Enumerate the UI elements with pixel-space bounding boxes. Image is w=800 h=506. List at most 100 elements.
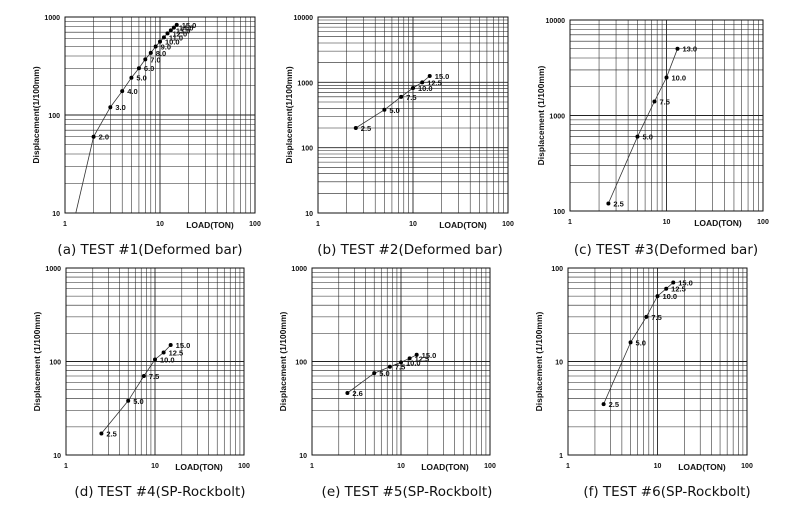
- x-tick-label: 10: [409, 221, 417, 228]
- data-label: 2.6: [352, 389, 362, 398]
- y-tick-label: 1: [559, 453, 563, 460]
- x-tick-label: 100: [249, 221, 261, 228]
- x-tick-label: 100: [502, 221, 514, 228]
- panel-caption: (a) TEST #1(Deformed bar): [57, 242, 242, 258]
- data-point: [671, 280, 676, 285]
- data-point: [136, 66, 141, 71]
- data-label: 2.5: [361, 124, 371, 133]
- x-tick-label: 1: [566, 463, 570, 470]
- data-point: [382, 107, 387, 112]
- data-point: [372, 371, 377, 376]
- data-point: [414, 352, 419, 357]
- data-label: 13.0: [682, 45, 697, 54]
- x-tick-label: 10: [156, 221, 164, 228]
- y-tick-label: 100: [295, 360, 307, 367]
- chart-panel-2: 1 10 10010100100010000LOAD(TON)Displacemen…: [284, 15, 514, 258]
- data-point: [120, 89, 125, 94]
- data-point: [141, 373, 146, 378]
- data-label: 7.5: [149, 372, 159, 381]
- data-label: 12.5: [415, 354, 430, 363]
- y-axis-label: Displacement (1/100mm): [32, 311, 42, 411]
- data-label: 11.0: [169, 33, 183, 42]
- x-tick-label: 1: [64, 463, 68, 470]
- data-label: 2.0: [99, 133, 109, 142]
- data-label: 9.0: [161, 43, 171, 52]
- data-point: [601, 402, 606, 407]
- data-point: [129, 75, 134, 80]
- data-point: [108, 105, 113, 110]
- x-tick-label: 10: [663, 219, 671, 226]
- data-point: [655, 294, 660, 299]
- y-tick-label: 1000: [44, 15, 60, 22]
- data-label: 4.0: [127, 87, 137, 96]
- data-point: [635, 134, 640, 139]
- data-point: [161, 35, 166, 40]
- data-label: 10.0: [663, 292, 678, 301]
- panel-caption: (c) TEST #3(Deformed bar): [574, 242, 758, 258]
- data-point: [399, 94, 404, 99]
- data-label: 5.0: [136, 74, 146, 83]
- data-point: [353, 125, 358, 130]
- data-label: 2.5: [613, 199, 623, 208]
- data-label: 15.0: [435, 72, 450, 81]
- data-label: 10.0: [160, 356, 175, 365]
- data-label: 5.0: [133, 397, 143, 406]
- chart-panel-1: 1 10 100101001000LOAD(TON)Displacement(1/1…: [31, 15, 261, 258]
- data-point: [174, 22, 179, 27]
- data-label: 12.5: [169, 348, 184, 357]
- data-point: [126, 398, 131, 403]
- x-tick-label: 100: [484, 463, 496, 470]
- data-label: 12.5: [427, 78, 442, 87]
- data-label: 7.5: [659, 98, 669, 107]
- data-point: [652, 99, 657, 104]
- data-label: 7.5: [651, 313, 661, 322]
- data-point: [399, 360, 403, 365]
- chart-panel-6: 1 10 100 1 10 100 LOAD(TON) Displacement (1/100…: [534, 266, 753, 500]
- data-point: [628, 340, 633, 345]
- data-point: [171, 25, 176, 30]
- data-point: [168, 28, 173, 33]
- data-point: [161, 350, 166, 355]
- y-tick-label: 10: [299, 453, 307, 460]
- data-label: 8.0: [156, 49, 166, 58]
- data-label: 5.0: [636, 338, 646, 347]
- y-tick-label: 10000: [546, 18, 566, 25]
- data-label: 12.0: [173, 29, 188, 38]
- data-point: [664, 286, 669, 291]
- y-axis-label: Displacement (1/100mm): [534, 311, 544, 411]
- panel-caption: (e) TEST #5(SP-Rockbolt): [322, 484, 493, 500]
- plot-frame: [569, 19, 764, 212]
- data-point: [411, 85, 415, 90]
- y-tick-label: 100: [49, 360, 61, 367]
- y-tick-label: 10: [555, 360, 563, 367]
- x-tick-label: 10: [654, 463, 662, 470]
- y-tick-label: 100: [48, 113, 60, 120]
- data-point: [606, 201, 611, 206]
- x-tick-label: 1: [310, 463, 314, 470]
- y-tick-label: 100: [551, 266, 563, 273]
- data-point: [427, 74, 432, 79]
- x-axis-label: LOAD(TON): [678, 462, 726, 472]
- data-point: [91, 134, 96, 139]
- grid: [311, 268, 490, 456]
- y-tick-label: 10000: [294, 15, 314, 22]
- data-label: 10.0: [406, 358, 421, 367]
- data-point: [407, 356, 412, 361]
- x-tick-label: 10: [151, 463, 159, 470]
- x-axis-label: LOAD(TON): [186, 220, 234, 230]
- data-point: [153, 44, 158, 49]
- panel-caption: (f) TEST #6(SP-Rockbolt): [583, 484, 750, 500]
- data-label: 7.0: [150, 55, 160, 64]
- data-label: 5.0: [379, 369, 389, 378]
- data-label: 6.0: [144, 64, 154, 73]
- grid: [64, 17, 255, 214]
- data-label: 15.0: [176, 341, 191, 350]
- data-label: 2.5: [106, 429, 116, 438]
- data-label: 15.0: [182, 21, 197, 30]
- series-line: [608, 48, 678, 204]
- x-tick-label: 10: [397, 463, 405, 470]
- data-point: [148, 50, 153, 55]
- data-point: [644, 314, 649, 319]
- x-tick-label: 1: [316, 221, 320, 228]
